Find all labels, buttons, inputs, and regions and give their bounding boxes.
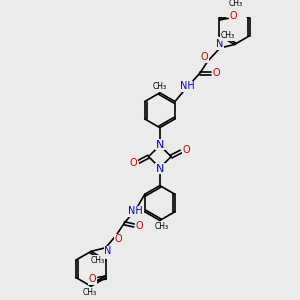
Text: O: O: [201, 52, 208, 62]
Text: O: O: [182, 145, 190, 155]
Text: NH: NH: [128, 206, 143, 216]
Text: O: O: [229, 11, 237, 21]
Text: N: N: [216, 39, 224, 50]
Text: CH₃: CH₃: [82, 288, 97, 297]
Text: N: N: [104, 246, 112, 256]
Text: CH₃: CH₃: [91, 256, 105, 265]
Text: O: O: [89, 274, 97, 284]
Text: CH₃: CH₃: [154, 222, 168, 231]
Text: O: O: [135, 220, 143, 230]
Text: CH₃: CH₃: [153, 82, 167, 91]
Text: NH: NH: [181, 81, 195, 91]
Text: CH₃: CH₃: [221, 31, 235, 40]
Text: O: O: [212, 68, 220, 78]
Text: CH₃: CH₃: [229, 0, 243, 8]
Text: O: O: [114, 234, 122, 244]
Text: O: O: [130, 158, 137, 168]
Text: N: N: [156, 164, 164, 174]
Text: N: N: [156, 140, 164, 149]
